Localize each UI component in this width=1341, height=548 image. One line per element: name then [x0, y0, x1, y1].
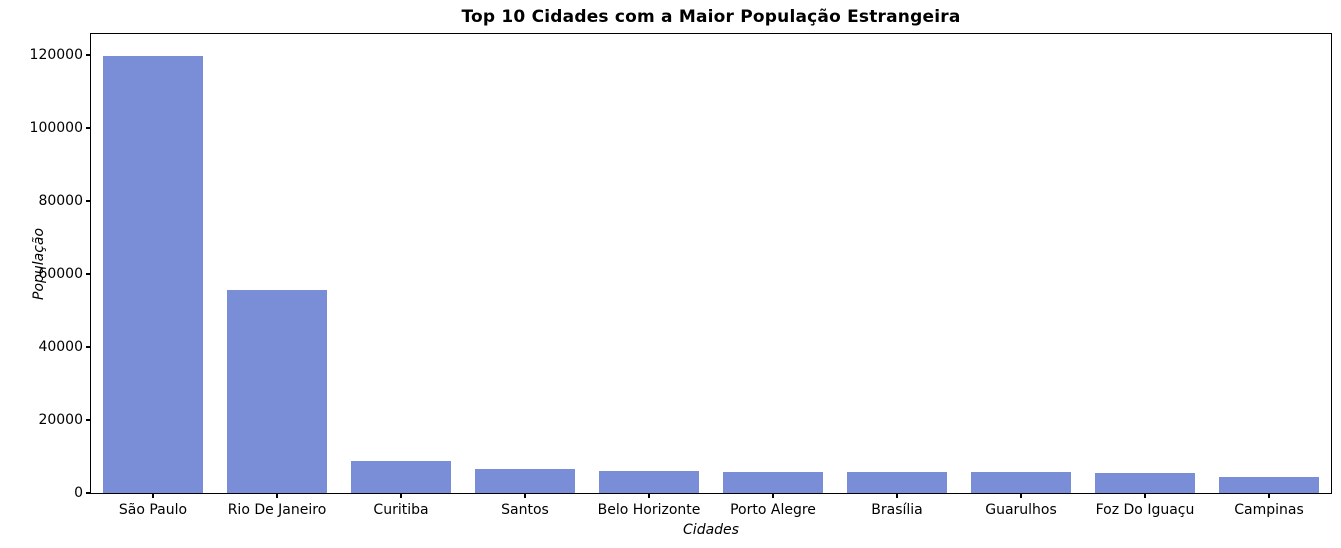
chart-title: Top 10 Cidades com a Maior População Est…	[461, 7, 961, 27]
x-tick-mark	[1020, 493, 1022, 498]
x-tick-label: Campinas	[1234, 502, 1304, 518]
x-tick-mark	[276, 493, 278, 498]
x-tick-label: Foz Do Iguaçu	[1095, 502, 1195, 518]
y-tick-label: 120000	[29, 46, 83, 63]
y-tick-mark	[86, 200, 91, 202]
x-tick-label: Guarulhos	[985, 502, 1057, 518]
x-tick-mark	[896, 493, 898, 498]
bar-rio-de-janeiro	[227, 290, 327, 493]
plot-area	[91, 34, 1331, 493]
x-tick-label: Rio De Janeiro	[227, 502, 327, 518]
y-tick-label: 40000	[38, 338, 83, 355]
y-tick-mark	[86, 419, 91, 421]
x-tick-label: Porto Alegre	[730, 502, 816, 518]
bar-foz-do-iguaçu	[1095, 472, 1195, 493]
x-tick-label: Curitiba	[373, 502, 429, 518]
x-tick-mark	[1268, 493, 1270, 498]
x-tick-label: Brasília	[871, 502, 923, 518]
plot-frame	[90, 33, 1332, 494]
y-tick-label: 100000	[29, 119, 83, 136]
y-tick-label: 80000	[38, 192, 83, 209]
x-axis-label: Cidades	[683, 522, 739, 538]
y-tick-mark	[86, 273, 91, 275]
bar-curitiba	[351, 461, 451, 493]
x-tick-mark	[400, 493, 402, 498]
y-tick-label: 0	[74, 485, 83, 501]
bar-campinas	[1219, 477, 1319, 493]
x-tick-mark	[524, 493, 526, 498]
x-tick-label: Belo Horizonte	[597, 502, 701, 518]
y-tick-mark	[86, 127, 91, 129]
y-tick-label: 60000	[38, 265, 83, 282]
bar-santos	[475, 468, 575, 493]
y-tick-mark	[86, 492, 91, 494]
x-tick-label: Santos	[501, 502, 549, 518]
bar-são-paulo	[103, 55, 203, 493]
y-tick-mark	[86, 346, 91, 348]
x-tick-mark	[1144, 493, 1146, 498]
x-tick-mark	[772, 493, 774, 498]
y-tick-mark	[86, 54, 91, 56]
bar-brasília	[847, 471, 947, 493]
x-tick-mark	[648, 493, 650, 498]
y-tick-label: 20000	[38, 412, 83, 428]
bar-guarulhos	[971, 472, 1071, 493]
x-tick-mark	[152, 493, 154, 498]
bar-porto-alegre	[723, 471, 823, 493]
x-tick-label: São Paulo	[118, 502, 188, 518]
bar-belo-horizonte	[599, 470, 699, 493]
